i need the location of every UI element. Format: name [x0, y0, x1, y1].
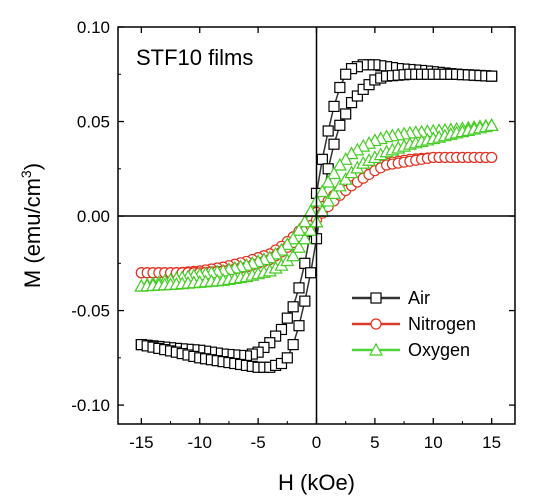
x-tick-label: 10 — [424, 433, 443, 452]
data-point-air — [299, 257, 311, 269]
y-tick-label: 0.05 — [77, 113, 110, 132]
data-point-air — [293, 320, 305, 332]
data-point-oxygen — [291, 239, 306, 253]
x-tick-label: -15 — [129, 433, 154, 452]
data-point-air — [340, 68, 352, 80]
data-point-air — [345, 97, 358, 109]
data-point-air — [305, 267, 317, 279]
data-point-nitrogen — [486, 151, 498, 164]
annotation-label: STF10 films — [136, 45, 253, 70]
data-point-air — [281, 352, 293, 364]
data-point-oxygen — [338, 152, 353, 165]
y-axis-title-sup: 3 — [18, 170, 34, 178]
data-point-oxygen — [344, 146, 359, 160]
data-point-air — [287, 301, 299, 313]
legend-label-air: Air — [408, 288, 430, 308]
y-axis-title-main: M (emu/cm — [20, 178, 45, 288]
data-point-air — [281, 312, 293, 324]
data-point-air — [486, 70, 498, 82]
series-oxygen — [134, 118, 499, 292]
data-point-air — [328, 100, 340, 113]
data-point-oxygen — [286, 248, 301, 262]
data-point-oxygen — [291, 222, 306, 236]
data-point-air — [322, 125, 334, 137]
legend-marker-nitrogen — [370, 318, 382, 330]
data-point-oxygen — [484, 118, 499, 131]
data-point-air — [287, 339, 299, 351]
data-point-oxygen — [332, 178, 347, 192]
y-axis-title: M (emu/cm3) — [18, 163, 45, 288]
data-point-air — [334, 119, 346, 131]
data-point-air — [328, 138, 340, 150]
y-tick-label: 0.10 — [77, 18, 110, 37]
x-tick-label: 5 — [370, 433, 379, 452]
data-point-air — [334, 81, 346, 94]
data-point-oxygen — [327, 166, 342, 180]
y-tick-label: -0.10 — [71, 396, 110, 415]
x-axis-title: H (kOe) — [278, 470, 355, 495]
data-point-air — [270, 330, 282, 342]
data-point-oxygen — [315, 184, 330, 198]
x-tick-label: -10 — [187, 433, 212, 452]
data-point-oxygen — [321, 193, 336, 207]
data-point-air — [340, 108, 352, 120]
data-point-air — [293, 282, 305, 294]
data-point-oxygen — [327, 186, 342, 199]
legend: Air Nitrogen Oxygen — [352, 288, 476, 360]
data-point-oxygen — [280, 237, 295, 251]
data-point-air — [275, 323, 288, 336]
data-point-oxygen — [303, 222, 318, 236]
x-tick-label: -5 — [251, 433, 266, 452]
data-point-oxygen — [286, 231, 301, 245]
legend-marker-oxygen — [368, 342, 384, 356]
data-point-oxygen — [321, 174, 336, 188]
legend-label-nitrogen: Nitrogen — [408, 314, 476, 334]
data-point-oxygen — [297, 231, 312, 245]
legend-marker-air — [370, 292, 382, 304]
data-point-air — [351, 90, 363, 102]
y-tick-label: -0.05 — [71, 302, 110, 321]
data-point-oxygen — [297, 214, 312, 228]
y-axis-title-close: ) — [20, 163, 45, 170]
x-tick-label: 0 — [312, 433, 321, 452]
data-point-air — [345, 62, 358, 75]
data-point-oxygen — [338, 171, 353, 185]
legend-label-oxygen: Oxygen — [408, 340, 470, 360]
data-point-air — [275, 357, 288, 370]
data-point-air — [299, 295, 311, 307]
y-tick-label: 0.00 — [77, 207, 110, 226]
data-point-oxygen — [332, 157, 347, 171]
data-point-air — [316, 153, 328, 165]
x-tick-label: 15 — [482, 433, 501, 452]
